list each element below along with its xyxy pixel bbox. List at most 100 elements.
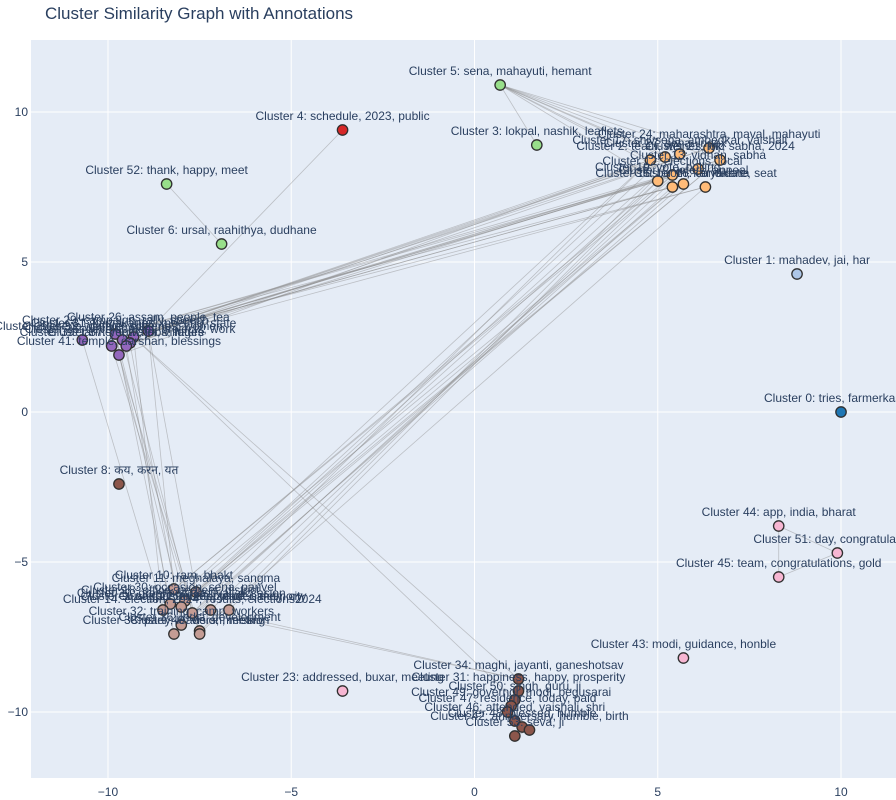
cluster-point[interactable] xyxy=(142,325,155,337)
cluster-label: Cluster 46: attended, vaishali, shri xyxy=(424,700,605,714)
edge xyxy=(778,552,838,578)
plot-area xyxy=(31,40,896,778)
edges xyxy=(81,84,838,737)
cluster-point[interactable] xyxy=(76,334,89,346)
cluster-point[interactable] xyxy=(168,628,180,640)
cluster-point[interactable] xyxy=(336,124,349,136)
edge xyxy=(166,183,222,245)
cluster-point[interactable] xyxy=(160,178,173,190)
cluster-label: Cluster 29: campaign, rally, speech xyxy=(22,313,209,327)
cluster-point[interactable] xyxy=(791,268,803,280)
cluster-point[interactable] xyxy=(113,349,125,361)
cluster-point[interactable] xyxy=(157,604,169,616)
cluster-label: Cluster 10: ram, bhakt xyxy=(115,568,234,582)
cluster-point[interactable] xyxy=(651,175,664,187)
cluster-label: Cluster 35: development, projects, work xyxy=(25,322,237,336)
cluster-label: Cluster 9: nagpur, routes, yatra xyxy=(81,589,246,603)
cluster-point[interactable] xyxy=(113,478,125,490)
edge xyxy=(210,174,673,611)
edge xyxy=(199,186,706,632)
cluster-label: Cluster 12: elections, local xyxy=(602,154,742,168)
y-tick-label: −5 xyxy=(14,555,28,569)
cluster-point[interactable] xyxy=(673,148,686,160)
edge xyxy=(170,159,651,605)
cluster-label: Cluster 31: happiness, happy, prosperity xyxy=(412,670,626,684)
edge xyxy=(499,84,538,146)
cluster-label: Cluster 15: booth, karyakarta xyxy=(595,166,749,180)
cluster-point[interactable] xyxy=(523,724,536,736)
cluster-label: Cluster 1: mahadev, jai, har xyxy=(724,253,870,267)
cluster-point[interactable] xyxy=(699,181,712,193)
cluster-point[interactable] xyxy=(223,604,235,616)
edge xyxy=(499,84,666,158)
x-axis-ticks: −10 −5 0 5 10 xyxy=(98,785,848,799)
cluster-point[interactable] xyxy=(494,79,507,91)
cluster-point[interactable] xyxy=(659,151,671,163)
edge xyxy=(133,174,673,338)
edge xyxy=(118,354,182,608)
edge xyxy=(499,84,651,161)
cluster-point[interactable] xyxy=(120,340,133,352)
cluster-point[interactable] xyxy=(190,586,202,598)
cluster-label: Cluster 43: modi, guidance, honble xyxy=(591,637,777,651)
points[interactable] xyxy=(76,79,847,742)
cluster-point[interactable] xyxy=(666,181,679,193)
cluster-point[interactable] xyxy=(703,142,715,154)
edge xyxy=(115,159,721,335)
edge xyxy=(192,183,684,614)
cluster-point[interactable] xyxy=(215,238,228,250)
cluster-label: Cluster 8: कय, करन, यत xyxy=(60,463,180,477)
cluster-point[interactable] xyxy=(666,169,679,181)
cluster-point[interactable] xyxy=(336,685,349,697)
cluster-point[interactable] xyxy=(204,604,217,616)
y-tick-label: 0 xyxy=(21,405,28,419)
cluster-point[interactable] xyxy=(835,406,847,418)
cluster-label: Cluster 48: blessed, humble xyxy=(448,706,597,720)
cluster-point[interactable] xyxy=(677,178,690,190)
cluster-label: Cluster 28: police, safety, city xyxy=(151,589,306,603)
cluster-point[interactable] xyxy=(175,601,188,613)
cluster-point[interactable] xyxy=(772,520,785,532)
cluster-label: Cluster 17: shivsena, ambedkar, vaishali xyxy=(572,133,787,147)
cluster-point[interactable] xyxy=(512,673,525,685)
edge xyxy=(173,174,673,590)
cluster-point[interactable] xyxy=(186,607,199,619)
cluster-label: Cluster 13: vidhan, sabha xyxy=(630,148,766,162)
edge xyxy=(148,129,343,332)
cluster-label: Cluster 18: office, bearers, district xyxy=(81,583,260,597)
edge xyxy=(500,84,680,155)
cluster-label: Cluster 25: sena, panvel, citizens xyxy=(0,319,170,333)
edge xyxy=(133,168,699,338)
cluster-label: Cluster 39: farmers, water, villages xyxy=(20,325,204,339)
cluster-point[interactable] xyxy=(831,547,844,559)
edge xyxy=(115,183,684,335)
cluster-point[interactable] xyxy=(692,163,704,175)
cluster-point[interactable] xyxy=(175,619,188,631)
cluster-point[interactable] xyxy=(168,583,180,595)
edge xyxy=(173,147,710,590)
cluster-label: Cluster 3: lokpal, nashik, leaflets xyxy=(451,124,623,138)
cluster-point[interactable] xyxy=(105,340,118,352)
cluster-label: Cluster 0: tries, farmerkaskar xyxy=(764,391,896,405)
cluster-point[interactable] xyxy=(193,628,206,640)
cluster-point[interactable] xyxy=(677,652,690,664)
edge xyxy=(114,333,171,605)
x-tick-label: 0 xyxy=(471,785,478,799)
cluster-point[interactable] xyxy=(644,154,657,166)
edge xyxy=(162,168,699,611)
x-tick-label: −10 xyxy=(98,785,119,799)
cluster-label: Cluster 2: team, wishes, mp xyxy=(576,139,724,153)
cluster-point[interactable] xyxy=(772,571,785,583)
y-tick-label: −10 xyxy=(8,705,29,719)
cluster-point[interactable] xyxy=(530,139,543,151)
cluster-point[interactable] xyxy=(501,706,514,718)
edge xyxy=(147,330,197,593)
edge xyxy=(778,525,838,554)
edge xyxy=(111,345,200,635)
cluster-point[interactable] xyxy=(714,154,726,166)
cluster-label: Cluster 53: seva, ji xyxy=(465,715,564,729)
cluster-label: Cluster 45: team, congratulations, gold xyxy=(676,556,881,570)
edge xyxy=(133,336,516,701)
cluster-point[interactable] xyxy=(508,730,521,742)
